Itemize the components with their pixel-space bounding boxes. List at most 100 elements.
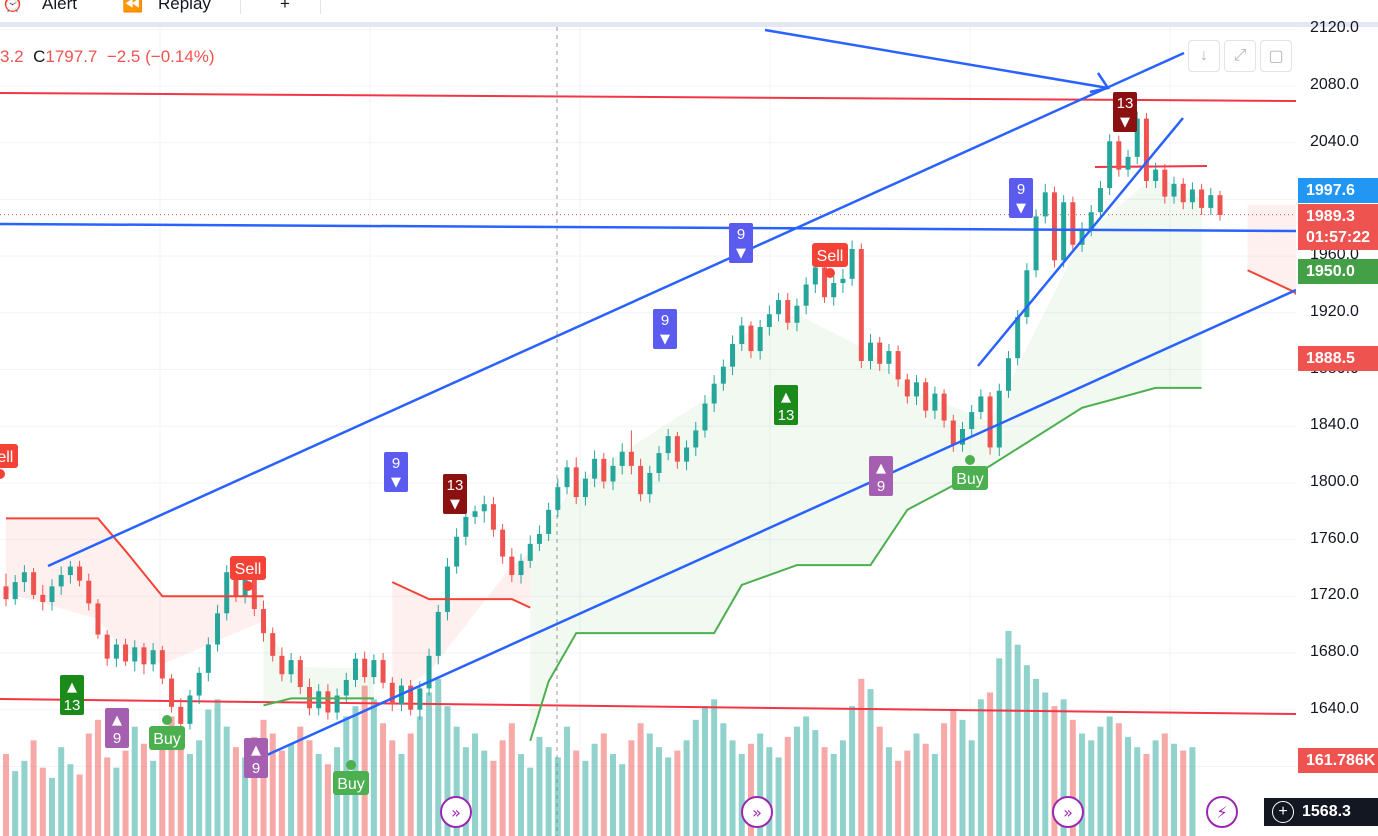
sell-label: Sell: [817, 248, 844, 265]
volume-bar: [987, 692, 994, 836]
volume-bar: [784, 736, 791, 836]
candle-body: [1107, 141, 1113, 189]
candle-body: [969, 412, 975, 430]
volume-bar: [812, 730, 819, 836]
volume-bar: [21, 760, 28, 836]
price-label: 161.786K: [1298, 748, 1378, 773]
volume-bar: [895, 760, 902, 836]
fast-forward-icon: »: [451, 803, 461, 822]
volume-bar: [775, 757, 782, 836]
add-icon[interactable]: +: [1272, 801, 1294, 823]
volume-bar: [610, 754, 616, 836]
candle-body: [500, 529, 506, 557]
volume-bar: [122, 750, 129, 836]
lightning-icon: ⚡: [1216, 803, 1227, 822]
candle-body: [978, 396, 984, 413]
candle-body: [748, 325, 754, 352]
down-arrow-icon[interactable]: ↓: [1188, 40, 1220, 72]
candle-body: [1125, 156, 1131, 170]
candle-body: [858, 249, 864, 361]
candle-body: [904, 379, 910, 397]
candle-body: [573, 467, 579, 498]
collapse-icon[interactable]: ⤢: [1224, 40, 1256, 72]
candle-body: [849, 249, 855, 279]
volume-bar: [140, 743, 147, 836]
toolbar-plus[interactable]: +: [280, 0, 290, 13]
candle-body: [454, 536, 460, 567]
volume-bar: [747, 743, 754, 836]
volume-bar: [242, 757, 249, 836]
channel-upper-line: [47, 51, 1185, 568]
candle-body: [86, 580, 92, 604]
candle-body: [1033, 216, 1039, 271]
candle-body: [1134, 118, 1140, 157]
candle-body: [380, 660, 386, 683]
volume-bar: [619, 764, 626, 836]
candle-body: [481, 504, 487, 512]
replay-button-label[interactable]: Replay: [158, 0, 211, 13]
volume-bar: [1014, 644, 1021, 836]
candle-body: [178, 706, 184, 724]
price-chart[interactable]: Sell Buy Sell Buy Sell Buy ▲ 13 ▲ 9 ▲ 9 ▼ 9 ▼ 13 ▼ 9 ▼ 9 ▲ 13…: [0, 0, 1296, 836]
candle-body: [205, 644, 211, 673]
candle-body: [923, 382, 929, 411]
buy-signal: [952, 466, 988, 490]
volume-bar: [536, 736, 543, 836]
volume-bar: [435, 678, 442, 836]
candle-body: [546, 509, 552, 534]
volume-bar: [518, 754, 525, 836]
volume-bar: [803, 716, 810, 836]
trend-lines[interactable]: [0, 28, 1296, 761]
price-tick: 1960.0: [1310, 246, 1359, 264]
support-level: [0, 698, 1296, 715]
crosshair-price-badge[interactable]: + 1568.3: [1264, 798, 1378, 826]
candle-body: [582, 478, 588, 498]
volume-bar: [76, 774, 83, 836]
price-label: 1888.5: [1298, 346, 1378, 371]
price-tick: 1680.0: [1310, 643, 1359, 660]
price-axis[interactable]: 2120.02080.02040.01960.01920.01880.01840…: [1296, 19, 1378, 836]
volume-bar: [738, 754, 745, 836]
toolbar-divider: [240, 0, 241, 14]
maximize-icon[interactable]: ▢: [1260, 40, 1292, 72]
alert-icon[interactable]: ⏰: [2, 0, 24, 13]
volume-bar: [1088, 740, 1095, 836]
supertrend-line: [391, 581, 531, 609]
candle-body: [886, 351, 892, 364]
alert-button-label[interactable]: Alert: [42, 0, 77, 13]
volume-bar: [416, 716, 423, 836]
volume-bar: [1042, 692, 1049, 836]
volume-bar: [159, 736, 166, 836]
supertrend-area: [1247, 205, 1296, 294]
price-label: 01:57:22: [1298, 225, 1378, 250]
candle-body: [1153, 169, 1159, 181]
candle-body: [1042, 192, 1048, 217]
replay-icon[interactable]: ⏪: [122, 0, 144, 13]
candle-body: [536, 533, 542, 544]
candle-body: [803, 284, 809, 306]
price-tick: 1800.0: [1310, 472, 1359, 490]
replay-icon: [440, 796, 472, 828]
volume-bar: [370, 699, 377, 836]
replay-icon: [1206, 796, 1238, 828]
volume-bar: [1051, 706, 1058, 836]
candle-body: [785, 300, 791, 323]
td-count-label: 9: [392, 455, 400, 472]
volume-bar: [793, 726, 800, 836]
candle-body: [1189, 189, 1195, 203]
volume-bar: [1023, 665, 1030, 836]
sell-signal: [230, 556, 266, 580]
volume-bar: [1033, 678, 1040, 836]
candle-body: [730, 343, 736, 367]
candle-body: [490, 504, 496, 530]
candle-body: [812, 267, 818, 285]
td-count-box: [869, 456, 893, 496]
supertrend-area: [530, 175, 1202, 741]
volume-bar: [591, 743, 598, 836]
price-label: 1950.0: [1298, 259, 1378, 284]
volume-bar: [315, 754, 322, 836]
replay-icon: [741, 796, 773, 828]
candle-body: [58, 575, 64, 587]
replay-markers[interactable]: » » » ⚡: [440, 796, 1238, 828]
volume-bar: [297, 726, 304, 836]
